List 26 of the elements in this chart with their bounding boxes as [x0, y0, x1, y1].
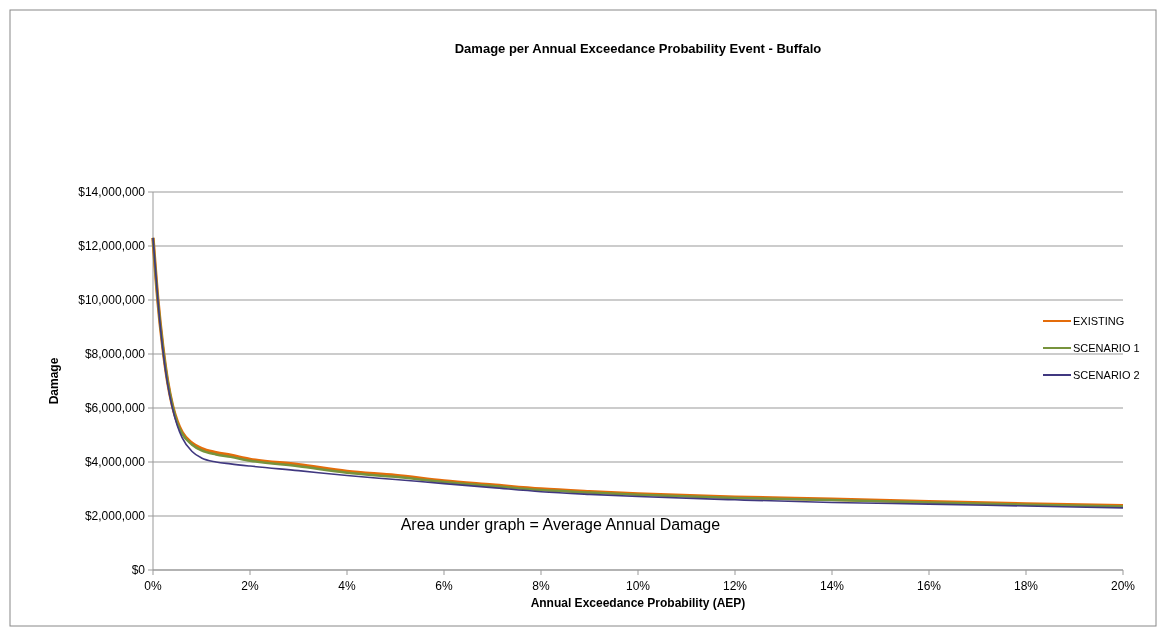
x-tick-label: 20% [1110, 579, 1136, 593]
y-tick-label: $6,000,000 [84, 401, 146, 416]
y-tick-label: $0 [131, 563, 146, 578]
x-tick-label: 12% [722, 579, 748, 593]
y-tick-label: $14,000,000 [78, 185, 146, 200]
y-tick-label: $2,000,000 [84, 509, 146, 524]
legend-label: SCENARIO 1 [1073, 341, 1140, 354]
x-tick-label: 2% [241, 579, 259, 593]
y-tick-label: $8,000,000 [84, 347, 146, 362]
y-tick-label: $10,000,000 [78, 293, 146, 308]
x-tick-label: 4% [338, 579, 356, 593]
x-tick-label: 10% [625, 579, 651, 593]
x-tick-label: 14% [819, 579, 845, 593]
x-tick-label: 0% [144, 579, 162, 593]
y-tick-label: $12,000,000 [78, 239, 146, 254]
x-tick-label: 18% [1013, 579, 1039, 593]
y-axis-title: Damage [47, 357, 61, 405]
legend-label: EXISTING [1073, 314, 1125, 327]
x-tick-label: 6% [435, 579, 453, 593]
x-tick-label: 8% [532, 579, 550, 593]
chart-title: Damage per Annual Exceedance Probability Event - Buffalo [454, 41, 822, 56]
legend-label: SCENARIO 2 [1073, 368, 1140, 381]
x-tick-label: 16% [916, 579, 942, 593]
annotation: Area under graph = Average Annual Damage [400, 516, 721, 533]
x-axis-title: Annual Exceedance Probability (AEP) [530, 596, 746, 610]
y-tick-label: $4,000,000 [84, 455, 146, 470]
